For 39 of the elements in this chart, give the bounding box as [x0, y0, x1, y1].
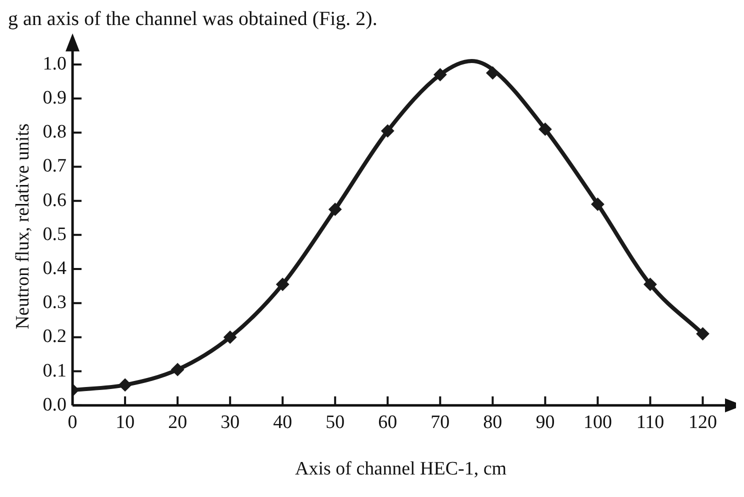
y-tick-label: 0.1: [42, 360, 67, 382]
y-tick-label: 0.9: [42, 88, 67, 109]
y-tick-label: 0.3: [42, 292, 67, 314]
point: [696, 327, 710, 340]
point: [328, 202, 342, 216]
x-tick-label: 80: [483, 412, 502, 433]
x-tick-label: 60: [378, 412, 398, 433]
x-tick-label: 20: [168, 412, 188, 433]
y-tick-label: 0.5: [42, 224, 67, 245]
x-tick-label: 50: [326, 412, 345, 433]
x-tick-label: 10: [116, 412, 135, 433]
y-tick-label: 0.6: [42, 190, 67, 211]
point: [644, 278, 657, 291]
x-tick-label: 90: [536, 412, 555, 433]
point: [224, 330, 237, 344]
y-tick-label: 0.4: [42, 258, 68, 280]
point: [118, 378, 132, 392]
text: g an axis of the channel was obtained (Fig. 2).: [8, 8, 378, 30]
point: [276, 278, 290, 291]
point: [171, 363, 184, 376]
y-axis-title: Neutron flux, relative units: [12, 124, 34, 330]
x-tick-label: 40: [273, 412, 292, 433]
point: [486, 66, 500, 80]
x-tick-label: 70: [430, 412, 450, 433]
x-tick-label: 110: [636, 412, 664, 433]
point: [381, 124, 394, 138]
point: [434, 68, 447, 82]
x-tick-label: 0: [68, 412, 78, 433]
point: [538, 122, 552, 136]
x-axis-title: Axis of channel HEC-1, cm: [294, 458, 507, 480]
x-tick-label: 100: [583, 412, 612, 433]
y-tick-label: 0.0: [42, 394, 67, 416]
y-tick-label: 0.8: [42, 122, 67, 143]
y-tick-label: 0.2: [42, 326, 67, 348]
y-tick-label: 1.0: [42, 53, 67, 74]
x-tick-label: 120: [688, 412, 717, 433]
y-tick-label: 0.7: [42, 156, 67, 177]
point: [591, 198, 604, 211]
x-tick-label: 30: [220, 412, 240, 433]
